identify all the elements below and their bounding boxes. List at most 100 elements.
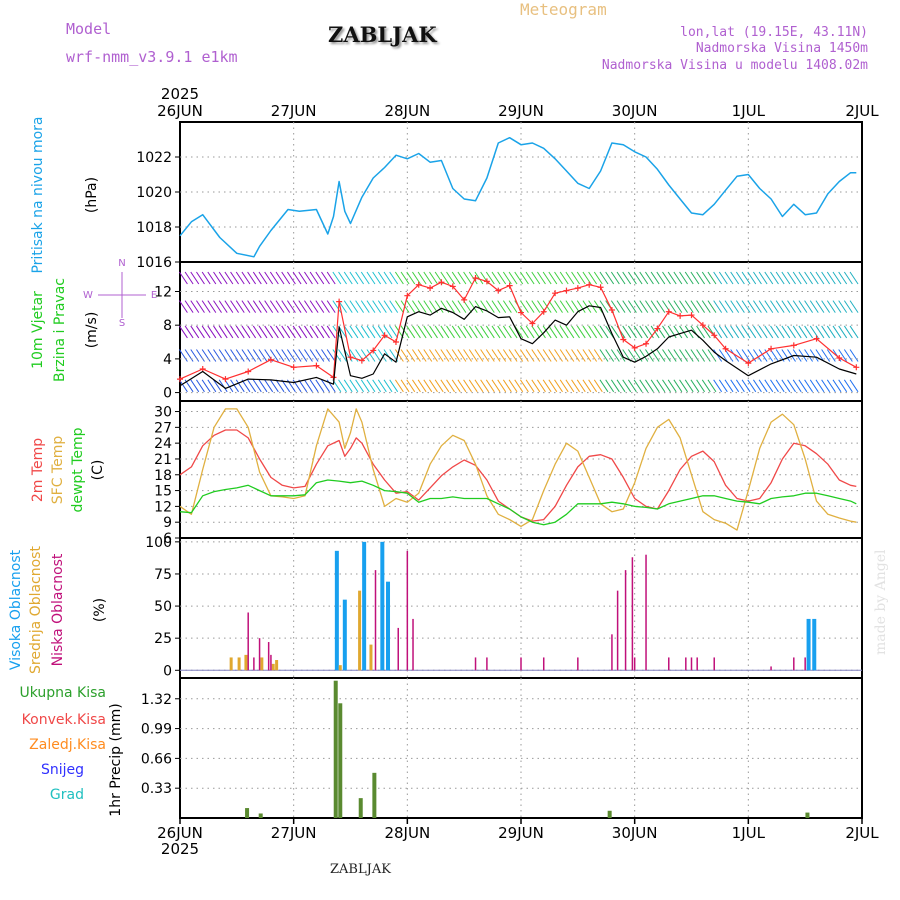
wind-barb	[304, 379, 313, 393]
wind-barb	[292, 349, 302, 362]
wind-barb	[696, 379, 706, 393]
wind-barb	[286, 271, 296, 285]
wind-barb	[826, 379, 836, 393]
wind-barb	[309, 349, 319, 362]
wind-barb	[338, 379, 347, 393]
wind-barb	[315, 349, 325, 362]
wind-gust-marker	[506, 282, 513, 289]
wind-barb	[241, 325, 251, 339]
wind-barb	[377, 349, 387, 362]
wind-barb	[326, 271, 336, 285]
low-cloud-bar	[267, 642, 270, 671]
low-cloud-bar	[696, 657, 698, 671]
station-elevation: Nadmorska Visina 1450m	[695, 41, 868, 56]
wind-barb	[298, 379, 308, 393]
wind-barb	[480, 349, 490, 362]
wind-barb	[429, 271, 438, 285]
wind-barb	[360, 271, 370, 285]
wind-barb	[281, 325, 291, 339]
wind-barb	[338, 271, 347, 285]
wind-barb	[798, 300, 808, 313]
wind-barb	[349, 379, 359, 393]
y-tick-label: 24	[154, 436, 172, 452]
wind-barb	[264, 379, 274, 393]
wind-barb	[309, 325, 319, 339]
wind-gust-marker	[404, 292, 411, 299]
wind-barb	[616, 379, 626, 393]
low-cloud-bar	[270, 654, 272, 671]
wind-barb	[406, 300, 416, 313]
wind-barb	[809, 271, 819, 285]
wind-barb	[360, 300, 370, 313]
meteogram-title: Meteogram	[520, 0, 607, 19]
wind-gust-marker	[381, 332, 388, 339]
wind-barb	[684, 379, 694, 393]
wind-barb	[508, 325, 518, 339]
high-cloud-bar	[362, 541, 367, 671]
wind-barb	[412, 349, 421, 362]
wind-barb	[832, 271, 842, 285]
wind-barb	[679, 300, 688, 313]
wind-barb	[821, 271, 831, 285]
wind-gust-marker	[745, 360, 752, 367]
wind-barb	[849, 271, 859, 285]
wind-barb	[457, 325, 467, 339]
precip-legend-entry: Ukupna Kisa	[19, 685, 106, 701]
wind-gust-marker	[290, 364, 297, 371]
wind-gust-marker	[449, 283, 456, 290]
wind-gust-marker	[529, 320, 536, 327]
wind-gust-marker	[358, 357, 365, 364]
low-cloud-bar	[520, 657, 522, 671]
wind-barb	[690, 379, 700, 393]
wind-barb	[474, 271, 484, 285]
low-cloud-bar	[258, 638, 261, 671]
wind-barb	[656, 349, 666, 362]
wind-barb	[787, 349, 796, 362]
model-label: Model	[66, 20, 112, 38]
wind-barb	[213, 300, 222, 313]
wind-barb	[798, 349, 808, 362]
wind-barb	[451, 271, 461, 285]
wind-barb	[235, 325, 245, 339]
wind-barb	[849, 349, 859, 362]
wind-barb	[286, 325, 296, 339]
wind-barb	[412, 300, 421, 313]
compass-west: W	[83, 290, 93, 301]
wind-barb	[758, 349, 768, 362]
wind-barb	[372, 349, 382, 362]
wind-gust-marker	[267, 356, 274, 363]
wind-barb	[423, 300, 433, 313]
wind-barb	[724, 325, 734, 339]
wind-barb	[383, 379, 393, 393]
wind-barb	[804, 300, 813, 313]
wind-barb	[593, 271, 603, 285]
low-cloud-bar	[577, 657, 579, 671]
y-tick-label: 4	[163, 352, 172, 368]
wind-barb	[684, 349, 694, 362]
wind-barb	[696, 271, 706, 285]
wind-barb	[474, 300, 484, 313]
wind-barb	[650, 300, 660, 313]
wind-barb	[690, 300, 700, 313]
wind-gust-marker	[836, 355, 843, 362]
wind-barb	[633, 379, 643, 393]
wind-barb	[429, 325, 438, 339]
wind-barb	[616, 349, 626, 362]
wind-gust-marker	[336, 298, 343, 305]
wind-barb	[713, 349, 723, 362]
wind-gust-marker	[472, 275, 479, 282]
wind-barb	[537, 379, 546, 393]
wind-gust-marker	[347, 354, 354, 361]
wind-barb	[446, 325, 455, 339]
wind-barb	[502, 325, 512, 339]
y-tick-label: 1020	[136, 185, 172, 201]
wind-barb	[258, 349, 268, 362]
wind-barb	[627, 300, 637, 313]
wind-barb	[610, 300, 620, 313]
wind-barb	[593, 325, 603, 339]
wind-barb	[417, 325, 427, 339]
wind-barb	[838, 300, 848, 313]
y-tick-label: 100	[145, 535, 172, 551]
wind-barb	[315, 300, 325, 313]
wind-barb	[696, 325, 706, 339]
